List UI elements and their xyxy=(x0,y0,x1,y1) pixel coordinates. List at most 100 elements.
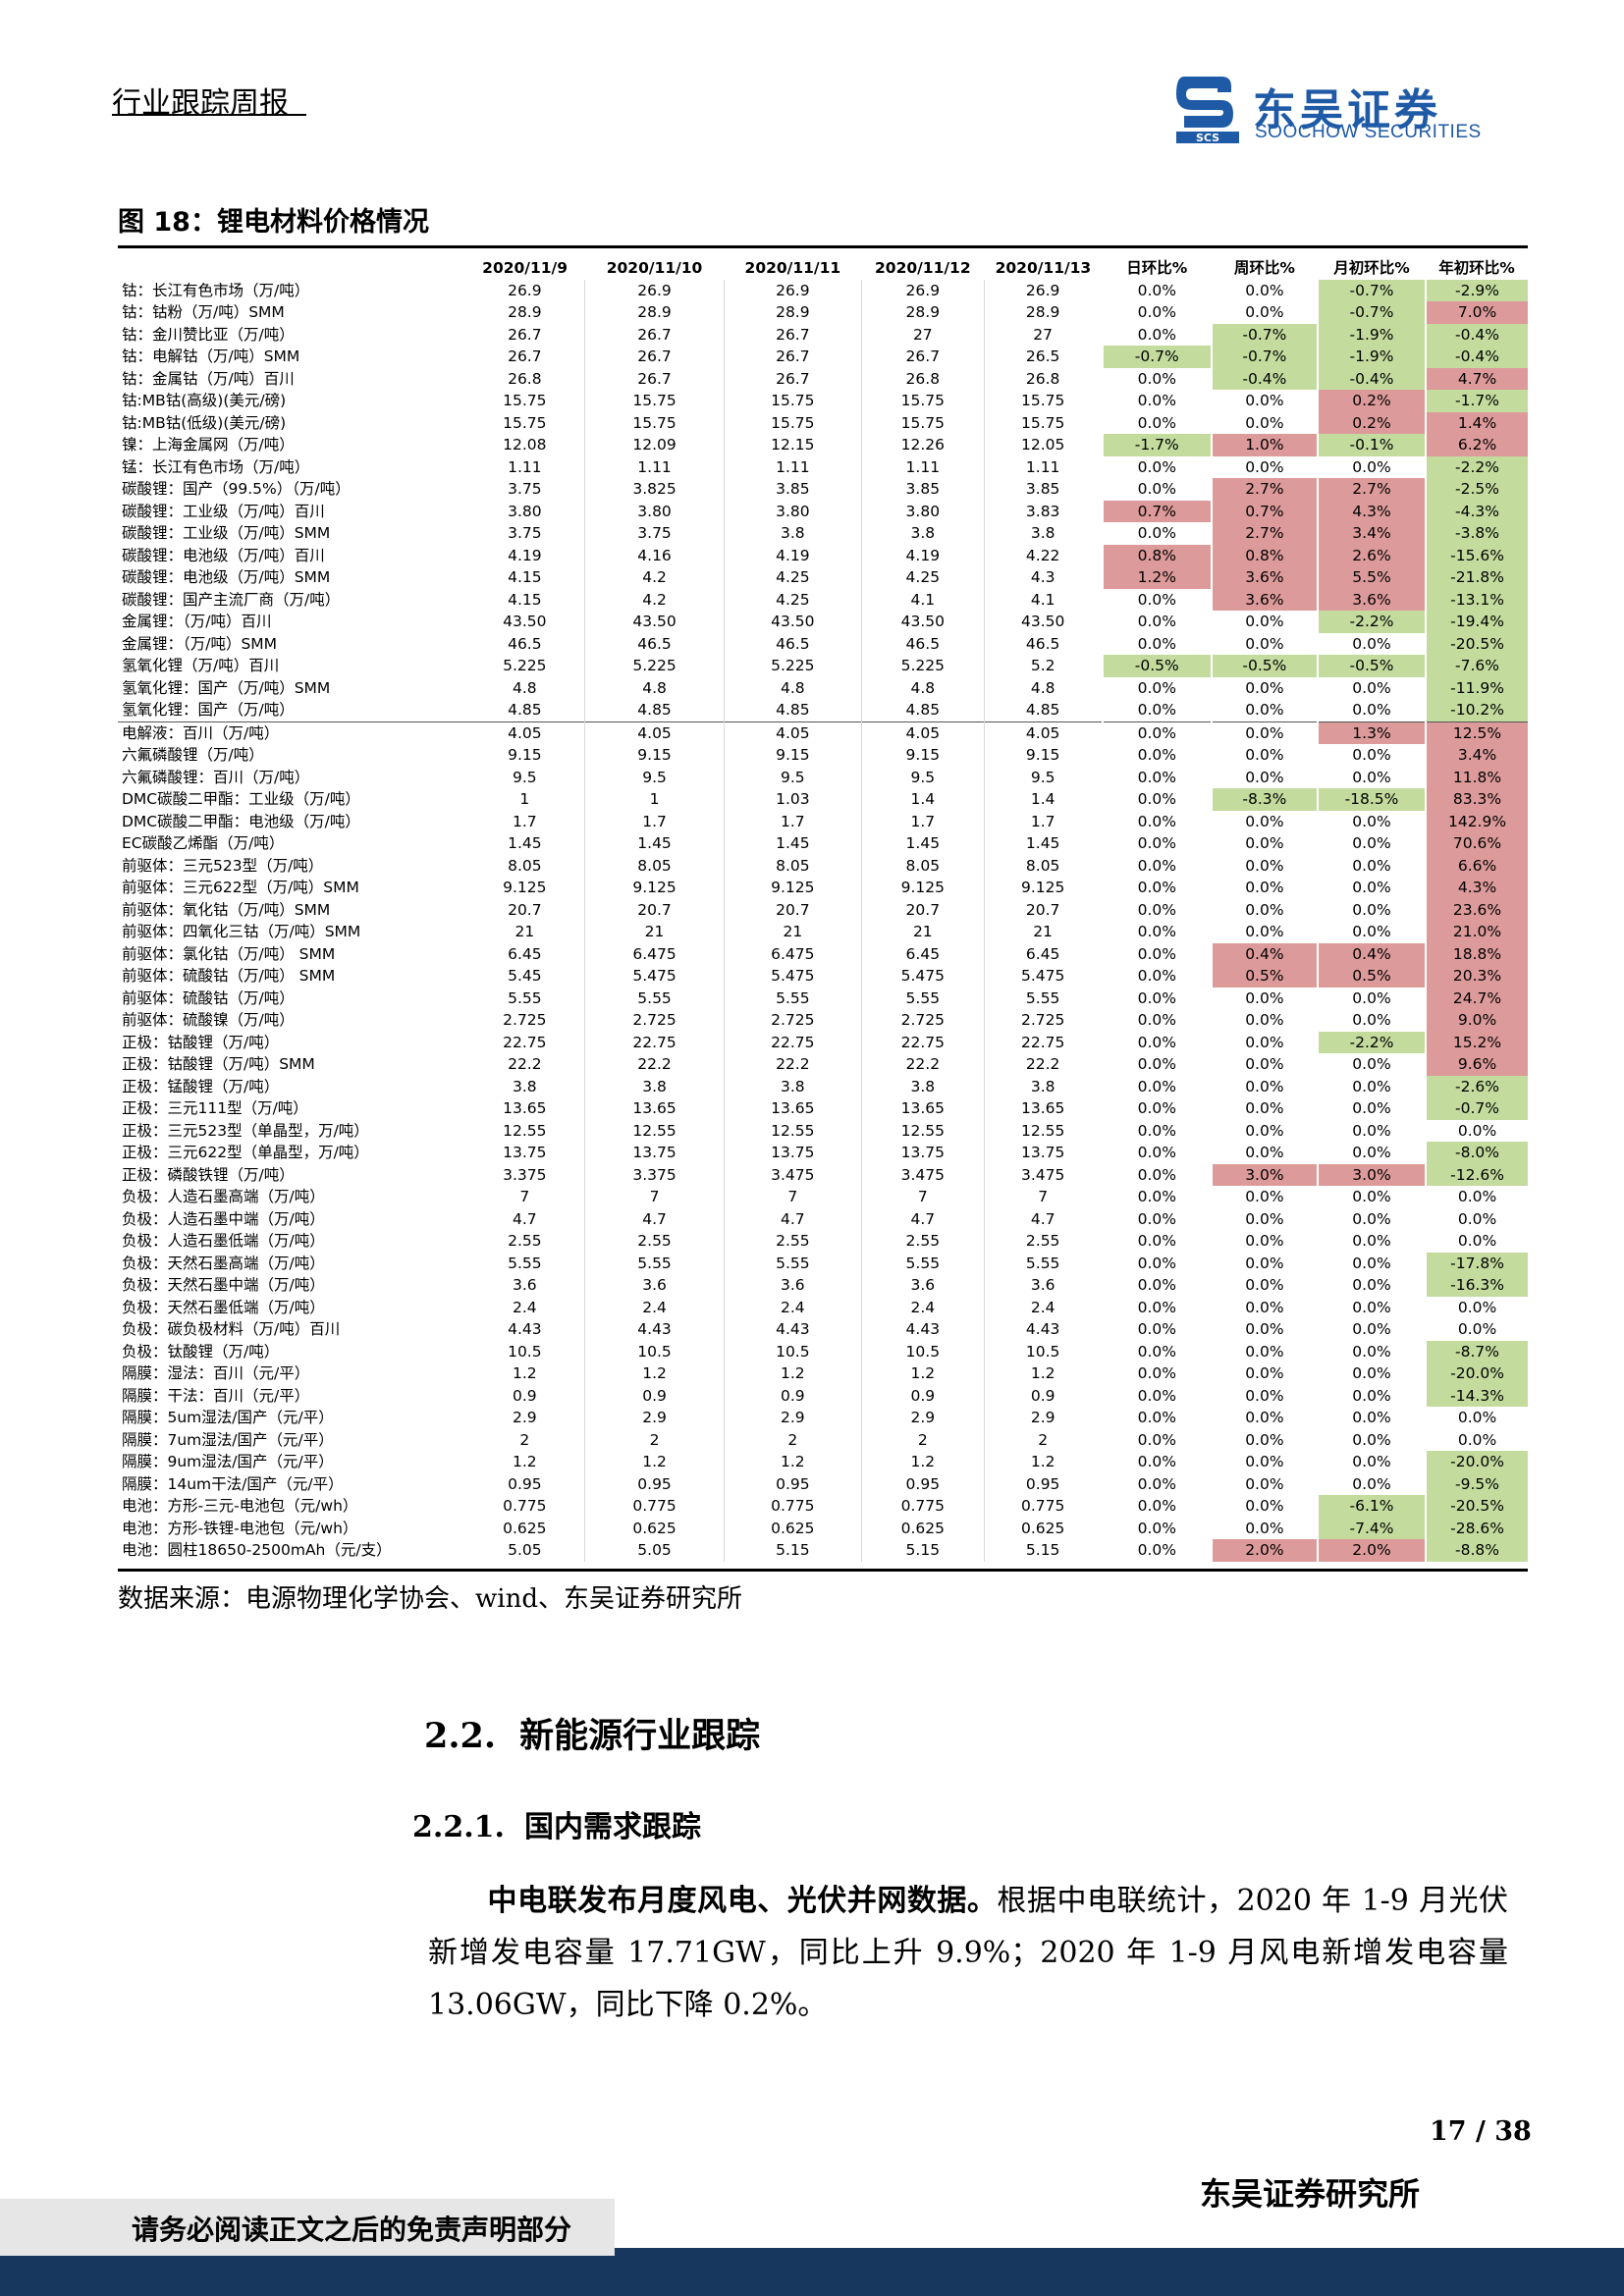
change-cell: 0.0% xyxy=(1101,522,1212,545)
change-cell: 0.0% xyxy=(1316,921,1427,943)
change-cell: 0.0% xyxy=(1101,1252,1212,1274)
price-cell: 0.9 xyxy=(861,1384,985,1407)
price-cell: 5.475 xyxy=(861,965,985,988)
change-cell: 2.7% xyxy=(1316,478,1427,501)
change-cell: 0.0% xyxy=(1316,1340,1427,1362)
price-cell: 21 xyxy=(984,921,1104,943)
change-cell: -14.3% xyxy=(1425,1384,1528,1407)
price-cell: 28.9 xyxy=(584,301,725,324)
price-cell: 4.7 xyxy=(724,1207,862,1230)
table-row: 负极：天然石墨低端（万/吨） 2.4 2.4 2.4 2.4 2.4 0.0% 0.0% 0.0… xyxy=(118,1296,1528,1318)
price-cell: 46.5 xyxy=(861,632,985,655)
price-cell: 28.9 xyxy=(464,301,586,324)
price-cell: 4.85 xyxy=(984,699,1104,721)
row-item-name: 电池：方形-铁锂-电池包（元/wh） xyxy=(122,1519,358,1537)
change-cell: 0.0% xyxy=(1210,1252,1318,1274)
change-cell: 0.0% xyxy=(1210,699,1318,721)
table-row: 正极：钴酸锂（万/吨）SMM 22.2 22.2 22.2 22.2 22.2 0.0% 0.… xyxy=(118,1053,1528,1076)
change-cell: 0.0% xyxy=(1316,832,1427,855)
price-cell: 1.2 xyxy=(861,1451,985,1473)
logo-mark-text: SCS xyxy=(1196,132,1219,144)
change-cell: 0.0% xyxy=(1316,1428,1427,1451)
row-item-name: 锰：长江有色市场（万/吨） xyxy=(122,457,310,476)
change-cell: 0.0% xyxy=(1101,1539,1212,1562)
price-cell: 3.475 xyxy=(861,1163,985,1186)
change-cell: 0.0% xyxy=(1101,1296,1212,1318)
change-cell: -11.9% xyxy=(1425,676,1528,699)
price-cell: 3.8 xyxy=(984,1075,1104,1097)
table-row: 钴：电解钴（万/吨）SMM 26.7 26.7 26.7 26.7 26.5 -0.7% -0… xyxy=(118,346,1528,368)
price-cell: 2 xyxy=(464,1428,586,1451)
subsection-number: 2.2.1. xyxy=(412,1810,505,1844)
change-cell: 0.0% xyxy=(1101,411,1212,434)
price-cell: 4.85 xyxy=(464,699,586,721)
change-cell: 0.0% xyxy=(1316,1097,1427,1120)
price-cell: 12.09 xyxy=(584,434,725,456)
price-cell: 4.8 xyxy=(464,676,586,699)
change-cell: 3.6% xyxy=(1316,588,1427,611)
row-item-name: 碳酸锂：电池级（万/吨）百川 xyxy=(122,546,325,564)
price-cell: 4.8 xyxy=(584,676,725,699)
change-cell: 0.0% xyxy=(1101,898,1212,921)
change-cell: 0.0% xyxy=(1210,611,1318,633)
price-cell: 4.2 xyxy=(584,588,725,611)
price-cell: 0.625 xyxy=(861,1517,985,1539)
table-row: 隔膜：5um湿法/国产（元/平） 2.9 2.9 2.9 2.9 2.9 0.0% 0.0% 0… xyxy=(118,1407,1528,1429)
row-item-name: 负极：钛酸锂（万/吨） xyxy=(122,1342,280,1361)
price-cell: 20.7 xyxy=(584,898,725,921)
change-cell: -18.5% xyxy=(1316,788,1427,811)
price-cell: 13.75 xyxy=(464,1142,586,1164)
table-row: 负极：人造石墨中端（万/吨） 4.7 4.7 4.7 4.7 4.7 0.0% 0.0% 0.0… xyxy=(118,1207,1528,1230)
price-cell: 1.03 xyxy=(724,788,862,811)
footer-institute: 东吴证券研究所 xyxy=(1200,2175,1421,2213)
change-cell: -2.2% xyxy=(1316,1031,1427,1053)
price-cell: 9.15 xyxy=(984,744,1104,767)
change-cell: 0.0% xyxy=(1101,832,1212,855)
table-row: 负极：天然石墨中端（万/吨） 3.6 3.6 3.6 3.6 3.6 0.0% 0.0% 0.0… xyxy=(118,1274,1528,1297)
change-cell: 2.0% xyxy=(1316,1539,1427,1562)
price-cell: 26.5 xyxy=(984,346,1104,368)
change-cell: 0.0% xyxy=(1425,1428,1528,1451)
change-cell: 0.0% xyxy=(1210,1186,1318,1208)
row-item-name: 隔膜：9um湿法/国产（元/平） xyxy=(122,1453,334,1470)
price-cell: 9.15 xyxy=(584,744,725,767)
price-cell: 5.55 xyxy=(464,987,586,1009)
table-row: 隔膜：7um湿法/国产（元/平） 2 2 2 2 2 0.0% 0.0% 0.0% 0.0% xyxy=(118,1428,1528,1451)
change-cell: 0.0% xyxy=(1210,854,1318,877)
change-cell: -1.9% xyxy=(1316,323,1427,346)
price-cell: 9.5 xyxy=(724,766,862,788)
price-cell: 3.475 xyxy=(724,1163,862,1186)
change-cell: 0.0% xyxy=(1101,921,1212,943)
change-cell: 0.0% xyxy=(1210,301,1318,324)
change-cell: 0.0% xyxy=(1316,987,1427,1009)
row-item-name: 正极：三元111型（万/吨） xyxy=(122,1099,308,1117)
change-cell: -3.8% xyxy=(1425,522,1528,545)
change-cell: 0.0% xyxy=(1101,744,1212,767)
change-cell: 0.0% xyxy=(1101,699,1212,721)
price-cell: 2 xyxy=(984,1428,1104,1451)
price-cell: 26.7 xyxy=(464,346,586,368)
change-cell: 0.0% xyxy=(1425,1119,1528,1142)
change-cell: 0.0% xyxy=(1210,1274,1318,1297)
price-cell: 6.475 xyxy=(724,942,862,965)
change-cell: 0.0% xyxy=(1316,1119,1427,1142)
price-cell: 9.125 xyxy=(861,877,985,899)
price-cell: 12.55 xyxy=(984,1119,1104,1142)
price-cell: 0.775 xyxy=(464,1495,586,1518)
price-cell: 15.75 xyxy=(584,411,725,434)
price-cell: 4.7 xyxy=(464,1207,586,1230)
price-cell: 22.2 xyxy=(984,1053,1104,1076)
price-cell: 3.80 xyxy=(861,500,985,522)
change-cell: 0.0% xyxy=(1101,1009,1212,1032)
table-row: 钴：钴粉（万/吨）SMM 28.9 28.9 28.9 28.9 28.9 0.0% 0.0%… xyxy=(118,301,1528,324)
price-cell: 1.2 xyxy=(584,1362,725,1385)
row-item-name: 负极：天然石墨中端（万/吨） xyxy=(122,1276,325,1294)
change-cell: 20.3% xyxy=(1425,965,1528,988)
change-cell: -0.7% xyxy=(1210,323,1318,346)
table-row: 正极：锰酸锂（万/吨） 3.8 3.8 3.8 3.8 3.8 0.0% 0.0% 0.0% -2… xyxy=(118,1075,1528,1097)
table-row: DMC碳酸二甲酯：工业级（万/吨） 1 1 1.03 1.4 1.4 0.0% -8.3% -1… xyxy=(118,788,1528,811)
price-cell: 1.45 xyxy=(724,832,862,855)
change-cell: 0.0% xyxy=(1316,1274,1427,1297)
change-cell: 4.7% xyxy=(1425,367,1528,390)
price-cell: 4.8 xyxy=(861,676,985,699)
